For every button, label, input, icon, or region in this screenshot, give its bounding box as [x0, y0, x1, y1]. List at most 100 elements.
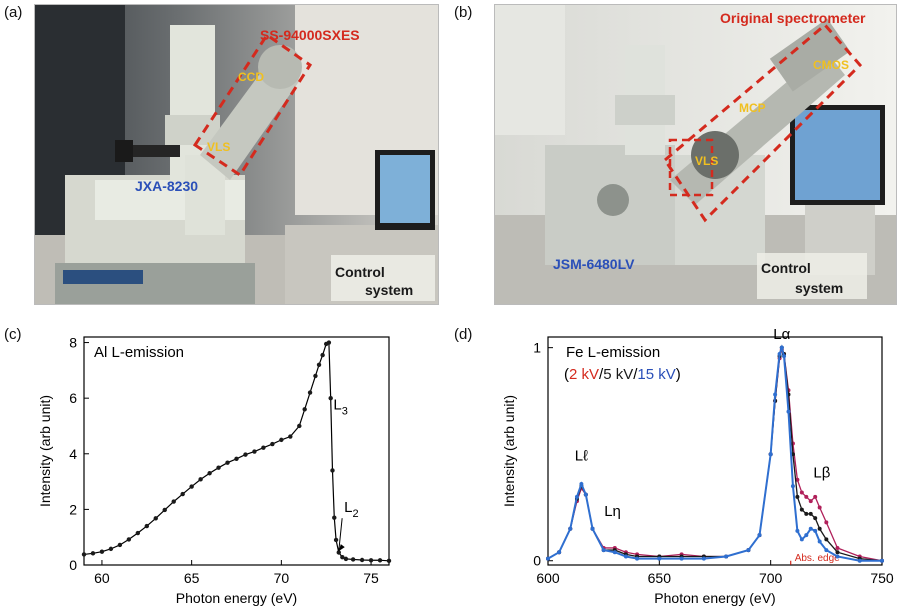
c-point-40: [359, 557, 365, 563]
panel-letter-d: (d): [454, 326, 473, 343]
c-point-23: [288, 434, 293, 439]
d-series-0-point-25: [799, 490, 804, 495]
d-series-2-point-26: [804, 533, 809, 538]
c-point-14: [207, 471, 212, 476]
d-series-2-point-15: [746, 548, 751, 553]
c-point-3: [108, 546, 114, 552]
c-point-39: [350, 557, 356, 562]
c-point-43: [386, 558, 392, 564]
label-vls-b: VLS: [695, 154, 718, 168]
d-xtick-label-3: 750: [870, 570, 894, 586]
d-series-1-point-28: [813, 516, 818, 521]
c-annotation-arrowhead-1: [338, 544, 345, 552]
c-point-10: [171, 499, 176, 504]
d-series-0-point-29: [817, 505, 822, 510]
legend-paren-open: (: [564, 366, 569, 383]
d-abs-edge-label: Abs. edge: [795, 553, 840, 564]
d-series-2-point-14: [724, 554, 729, 559]
panel-letter-b: (b): [454, 4, 473, 21]
c-ytick-label-2: 4: [69, 446, 77, 462]
d-series-2-point-32: [857, 558, 862, 563]
c-point-16: [225, 460, 230, 465]
c-point-28: [316, 362, 322, 368]
c-point-19: [252, 449, 257, 454]
c-xtick-label-0: 60: [94, 570, 110, 586]
d-series-2-point-22: [786, 409, 791, 414]
d-peak-label-3: Lβ: [813, 465, 830, 482]
d-series-2-point-30: [824, 548, 829, 553]
c-point-18: [243, 452, 248, 457]
c-annotation-0: L3: [333, 396, 347, 417]
d-series-2-point-9: [623, 554, 628, 559]
c-point-27: [313, 373, 318, 379]
panel-letter-c: (c): [4, 326, 22, 343]
c-point-24: [297, 423, 302, 429]
chart-fe-l-emission: 600 650 700 750 01 Abs. edge Fe L-emission …: [501, 326, 894, 606]
c-xtick-label-1: 65: [184, 570, 200, 586]
d-xtick-label-2: 700: [759, 570, 783, 586]
d-series-2-point-13: [701, 556, 706, 561]
d-series-2-point-25: [799, 537, 804, 542]
d-series-2-point-21: [782, 354, 787, 359]
c-point-22: [279, 437, 284, 443]
c-point-1: [90, 551, 96, 556]
d-series-2-point-33: [880, 558, 884, 563]
c-point-33: [330, 468, 335, 473]
chart-d-legend: (2 kV/5 kV/15 kV): [564, 366, 681, 383]
legend-5kv: 5 kV: [603, 366, 633, 383]
d-series-line-2: [547, 344, 882, 562]
legend-sep-1: /: [599, 366, 604, 383]
d-series-0-point-31: [835, 545, 840, 550]
d-series-0-point-30: [824, 520, 829, 525]
legend-paren-close: ): [676, 366, 681, 383]
d-xtick-label-1: 650: [648, 570, 672, 586]
c-point-38: [343, 556, 349, 562]
d-series-2-point-29: [817, 539, 822, 544]
d-series-1-point-31: [835, 550, 840, 555]
c-point-13: [198, 477, 203, 482]
d-series-2-point-24: [795, 528, 800, 533]
label-ccd: CCD: [238, 70, 264, 84]
d-series-1-point-29: [817, 526, 822, 531]
legend-2kv: 2 kV: [569, 366, 599, 383]
d-ytick-label-1: 1: [533, 340, 541, 356]
c-point-25: [302, 407, 307, 412]
c-xtick-label-3: 75: [363, 570, 379, 586]
c-ytick-label-4: 8: [69, 335, 77, 351]
label-cmos: CMOS: [813, 58, 849, 72]
d-series-0-point-28: [813, 494, 818, 499]
c-point-34: [332, 515, 337, 520]
photo-jsm-6480lv: Original spectrometer CMOS MCP VLS JSM-6…: [494, 4, 897, 305]
d-series-2-point-16: [757, 533, 762, 538]
c-point-17: [234, 456, 239, 461]
c-point-2: [99, 549, 105, 554]
c-point-29: [320, 352, 325, 358]
panel-letter-a: (a): [4, 4, 23, 21]
c-point-11: [180, 491, 185, 497]
d-peak-label-0: Lℓ: [575, 448, 588, 465]
label-jsm-6480lv: JSM-6480LV: [553, 256, 635, 272]
d-peak-label-2: Lα: [773, 326, 790, 343]
d-series-0-point-26: [804, 494, 809, 499]
d-series-1-point-30: [824, 537, 829, 542]
chart-c-ylabel: Intensity (arb unit): [37, 395, 53, 507]
c-point-6: [135, 530, 141, 536]
c-point-42: [377, 558, 383, 563]
c-point-35: [333, 537, 339, 543]
c-point-4: [117, 542, 123, 548]
d-series-2-point-10: [635, 556, 640, 561]
d-series-1-point-27: [808, 511, 813, 516]
chart-d-ylabel: Intensity (arb unit): [501, 395, 517, 507]
chart-al-l-emission: 60 65 70 75 0 2 4 6 8 Al L-emission Photon ener…: [37, 335, 392, 606]
c-ytick-label-1: 2: [69, 501, 77, 517]
d-series-2-point-4: [579, 482, 584, 487]
c-point-31: [326, 340, 332, 345]
d-series-2-point-12: [679, 556, 684, 561]
d-series-0-point-27: [808, 499, 813, 504]
c-annotation-1: L2: [344, 499, 358, 520]
d-xtick-label-0: 600: [536, 570, 560, 586]
c-point-15: [216, 465, 221, 470]
d-series-2-point-0: [546, 556, 550, 561]
d-series-1-point-26: [804, 511, 809, 516]
c-point-0: [81, 552, 87, 557]
